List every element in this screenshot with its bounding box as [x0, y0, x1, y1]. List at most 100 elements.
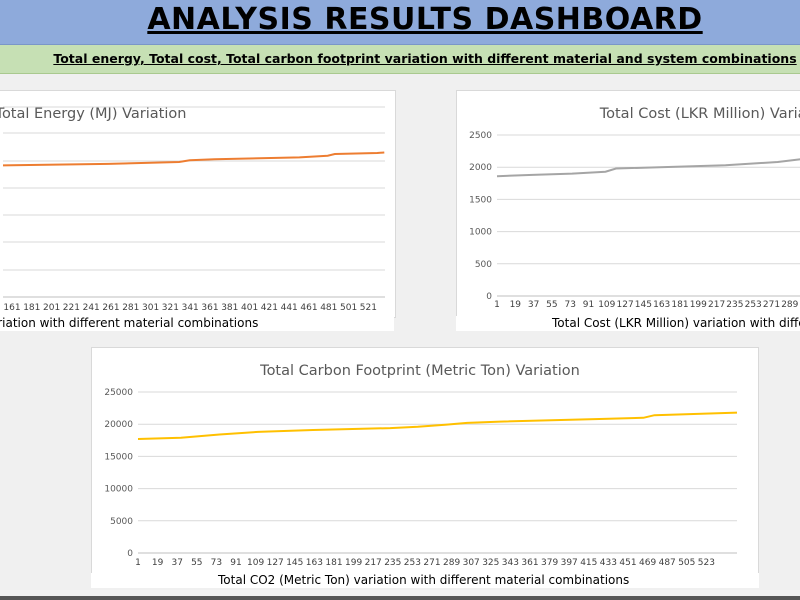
subtitle-bar: Total energy, Total cost, Total carbon f… — [0, 45, 800, 74]
x-tick-label: 307 — [463, 558, 480, 568]
x-tick-label: 325 — [482, 558, 499, 568]
cost-chart-caption-text: Total Cost (LKR Million) variation with … — [552, 316, 800, 330]
x-tick-label: 271 — [763, 300, 780, 310]
x-tick-label: 451 — [619, 558, 636, 568]
x-tick-label: 127 — [267, 558, 284, 568]
cost-chart-caption: Total Cost (LKR Million) variation with … — [456, 316, 800, 331]
x-tick-label: 461 — [300, 303, 317, 313]
x-tick-label: 487 — [659, 558, 676, 568]
x-tick-label: 361 — [521, 558, 538, 568]
page-subtitle: Total energy, Total cost, Total carbon f… — [53, 51, 797, 66]
x-tick-label: 163 — [306, 558, 323, 568]
x-tick-label: 109 — [598, 300, 615, 310]
x-tick-label: 253 — [745, 300, 762, 310]
x-tick-label: 361 — [201, 303, 218, 313]
x-tick-label: 19 — [152, 558, 164, 568]
x-tick-label: 401 — [241, 303, 258, 313]
x-tick-label: 199 — [690, 300, 707, 310]
x-tick-label: 235 — [384, 558, 401, 568]
chart-title: Total Energy (MJ) Variation — [0, 106, 186, 122]
x-tick-label: 73 — [564, 300, 575, 310]
x-tick-label: 201 — [43, 303, 60, 313]
x-tick-label: 181 — [671, 300, 688, 310]
x-tick-label: 261 — [102, 303, 119, 313]
x-tick-label: 145 — [286, 558, 303, 568]
x-tick-label: 199 — [345, 558, 362, 568]
x-tick-label: 163 — [653, 300, 670, 310]
x-tick-label: 127 — [617, 300, 634, 310]
bottom-divider — [0, 596, 800, 600]
x-tick-label: 481 — [320, 303, 337, 313]
x-tick-label: 73 — [211, 558, 222, 568]
cost-chart-panel[interactable]: Total Cost (LKR Million) Variation 0 500 10… — [456, 90, 800, 318]
x-tick-label: 221 — [63, 303, 80, 313]
x-tick-label: 505 — [678, 558, 695, 568]
y-tick-label: 25000 — [104, 388, 133, 398]
x-tick-label: 181 — [325, 558, 342, 568]
x-tick-label: 37 — [528, 300, 539, 310]
carbon-chart: Total Carbon Footprint (Metric Ton) Vari… — [104, 363, 738, 568]
x-tick-label: 109 — [247, 558, 264, 568]
x-tick-label: 501 — [340, 303, 357, 313]
x-tick-label: 381 — [221, 303, 238, 313]
x-tick-label: 145 — [635, 300, 652, 310]
cost-chart: Total Cost (LKR Million) Variation 0 500 10… — [469, 106, 800, 310]
x-tick-label: 289 — [781, 300, 798, 310]
page-title: ANALYSIS RESULTS DASHBOARD — [147, 2, 703, 37]
carbon-chart-caption: Total CO2 (Metric Ton) variation with di… — [91, 573, 759, 588]
x-tick-label: 343 — [502, 558, 519, 568]
x-tick-label: 397 — [561, 558, 578, 568]
x-tick-label: 469 — [639, 558, 656, 568]
chart-title: Total Carbon Footprint (Metric Ton) Vari… — [259, 363, 580, 379]
x-tick-label: 271 — [423, 558, 440, 568]
x-tick-label: 1 — [494, 300, 500, 310]
x-tick-label: 379 — [541, 558, 558, 568]
x-tick-label: 235 — [726, 300, 743, 310]
x-tick-label: 301 — [142, 303, 159, 313]
x-tick-label: 217 — [708, 300, 725, 310]
series-line — [2, 151, 385, 167]
x-tick-label: 1 — [135, 558, 141, 568]
y-tick-label: 1500 — [469, 195, 492, 205]
y-tick-label: 1000 — [469, 228, 492, 238]
x-tick-label: 253 — [404, 558, 421, 568]
x-tick-label: 289 — [443, 558, 460, 568]
y-tick-label: 20000 — [104, 420, 133, 430]
y-tick-label: 0 — [127, 549, 133, 559]
x-tick-label: 91 — [583, 300, 594, 310]
x-tick-label: 421 — [261, 303, 278, 313]
x-tick-label: 415 — [580, 558, 597, 568]
x-tick-label: 441 — [281, 303, 298, 313]
carbon-chart-panel[interactable]: Total Carbon Footprint (Metric Ton) Vari… — [91, 347, 759, 575]
y-tick-label: 2500 — [469, 131, 492, 141]
x-tick-label: 161 — [3, 303, 20, 313]
x-tick-label: 55 — [191, 558, 202, 568]
energy-chart-caption-text: Total Energy (MJ) variation with differe… — [0, 316, 259, 330]
x-tick-label: 523 — [698, 558, 715, 568]
y-tick-label: 0 — [486, 292, 492, 302]
x-tick-label: 321 — [162, 303, 179, 313]
series-line — [137, 411, 738, 440]
carbon-chart-caption-text: Total CO2 (Metric Ton) variation with di… — [218, 573, 630, 587]
y-tick-label: 15000 — [104, 452, 133, 462]
y-tick-label: 5000 — [110, 517, 133, 527]
x-tick-label: 433 — [600, 558, 617, 568]
x-tick-label: 181 — [23, 303, 40, 313]
x-tick-label: 91 — [230, 558, 241, 568]
x-tick-label: 19 — [510, 300, 522, 310]
x-tick-label: 217 — [365, 558, 382, 568]
x-tick-label: 37 — [171, 558, 182, 568]
energy-chart-caption: Total Energy (MJ) variation with differe… — [0, 316, 394, 331]
series-line — [496, 158, 800, 178]
x-tick-label: 521 — [360, 303, 377, 313]
x-tick-label: 241 — [83, 303, 100, 313]
title-bar: ANALYSIS RESULTS DASHBOARD — [0, 0, 800, 45]
x-tick-label: 55 — [546, 300, 557, 310]
y-tick-label: 500 — [475, 260, 492, 270]
chart-title: Total Cost (LKR Million) Variation — [599, 106, 800, 122]
y-tick-label: 10000 — [104, 485, 133, 495]
x-tick-label: 341 — [182, 303, 199, 313]
y-tick-label: 2000 — [469, 163, 492, 173]
energy-chart-panel[interactable]: Total Energy (MJ) Variation 161 181 201 221 2… — [0, 90, 396, 318]
